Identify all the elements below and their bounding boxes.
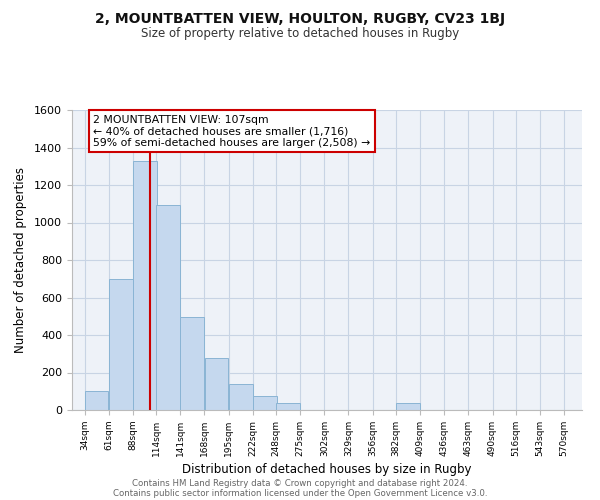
Text: Contains public sector information licensed under the Open Government Licence v3: Contains public sector information licen… bbox=[113, 488, 487, 498]
Bar bbox=[133, 160, 157, 410]
Y-axis label: Number of detached properties: Number of detached properties bbox=[14, 167, 27, 353]
X-axis label: Distribution of detached houses by size in Rugby: Distribution of detached houses by size … bbox=[182, 463, 472, 476]
Text: 2 MOUNTBATTEN VIEW: 107sqm
← 40% of detached houses are smaller (1,716)
59% of s: 2 MOUNTBATTEN VIEW: 107sqm ← 40% of deta… bbox=[94, 114, 371, 148]
Bar bbox=[157, 204, 180, 410]
Bar bbox=[109, 279, 133, 410]
Bar bbox=[276, 404, 300, 410]
Bar bbox=[85, 391, 109, 410]
Text: 2, MOUNTBATTEN VIEW, HOULTON, RUGBY, CV23 1BJ: 2, MOUNTBATTEN VIEW, HOULTON, RUGBY, CV2… bbox=[95, 12, 505, 26]
Text: Size of property relative to detached houses in Rugby: Size of property relative to detached ho… bbox=[141, 28, 459, 40]
Bar bbox=[181, 317, 204, 410]
Text: Contains HM Land Registry data © Crown copyright and database right 2024.: Contains HM Land Registry data © Crown c… bbox=[132, 478, 468, 488]
Bar bbox=[253, 396, 277, 410]
Bar bbox=[205, 358, 229, 410]
Bar bbox=[396, 404, 420, 410]
Bar bbox=[229, 384, 253, 410]
